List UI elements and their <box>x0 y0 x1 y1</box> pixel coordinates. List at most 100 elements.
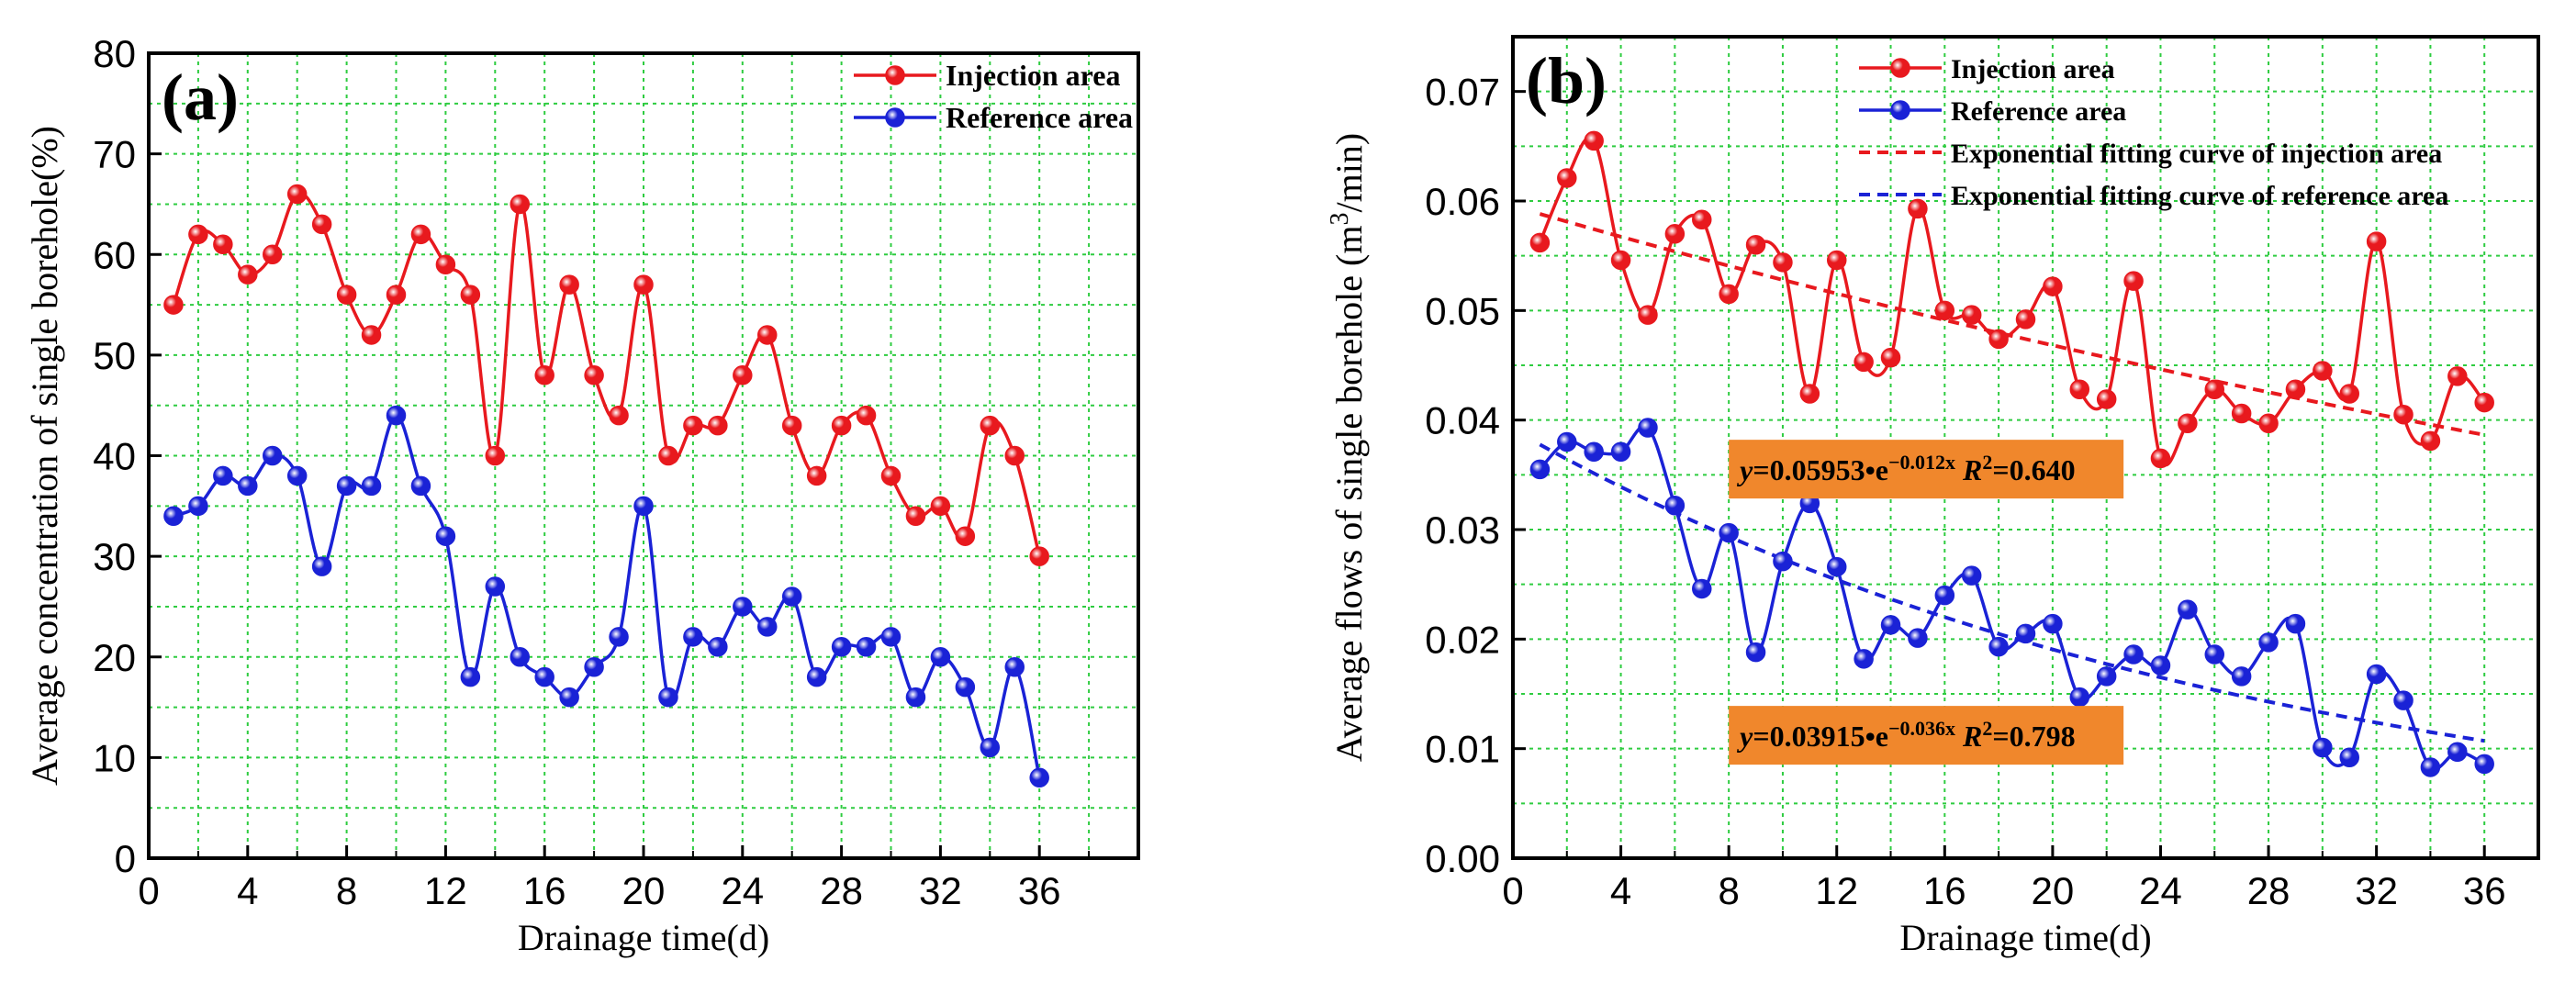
data-point <box>2204 644 2225 665</box>
data-point <box>708 415 728 436</box>
data-point <box>311 556 332 576</box>
data-point <box>1557 431 1577 452</box>
x-tick-label: 36 <box>1018 869 1061 912</box>
data-point <box>609 405 629 426</box>
equation-part: =0.03915•e <box>1753 720 1888 753</box>
plot-frame <box>147 51 1140 860</box>
concentration-chart: 0 4 8 12 16 20 24 28 32 36 0 10 20 30 40 50 60 70 80 (a) I… <box>24 32 1140 958</box>
x-tick-label: 12 <box>1815 869 1858 912</box>
data-point <box>781 415 802 436</box>
data-point <box>930 647 951 667</box>
fit-equations: y=0.05953•e−0.012x R2=0.640y=0.03915•e−0… <box>1729 440 2124 765</box>
data-point <box>1610 250 1631 271</box>
series-points <box>1529 130 2494 777</box>
data-point <box>905 506 926 527</box>
data-point <box>2285 379 2306 400</box>
y-tick-label: 70 <box>93 133 136 176</box>
y-tick-label: 0.00 <box>1425 837 1500 880</box>
x-tick-label: 36 <box>2463 869 2506 912</box>
chart-panel-a: 0 4 8 12 16 20 24 28 32 36 0 10 20 30 40 50 60 70 80 (a) I… <box>0 0 1288 989</box>
equation-part: −0.012x <box>1888 451 1955 474</box>
data-point <box>831 415 852 436</box>
x-tick-label: 0 <box>1502 869 1523 912</box>
y-tick-label: 0.06 <box>1425 180 1500 223</box>
data-point <box>905 687 926 708</box>
data-point <box>1664 495 1686 516</box>
data-point <box>1529 232 1551 253</box>
data-point <box>1584 130 1604 151</box>
data-point <box>238 475 258 497</box>
y-tick-label: 0.04 <box>1425 399 1500 442</box>
data-point <box>510 647 530 667</box>
data-point <box>2204 379 2225 400</box>
equation-part <box>1955 720 1963 753</box>
chart-panel-b: 0 4 8 12 16 20 24 28 32 36 0.00 0.01 0.02 0.03 0.04 0.0… <box>1288 0 2576 989</box>
data-point <box>213 234 233 255</box>
axis-ticks: 0 4 8 12 16 20 24 28 32 36 0 10 20 30 40 50 60 70 80 <box>93 32 1091 912</box>
data-point <box>2393 404 2414 425</box>
data-point <box>584 365 604 385</box>
x-tick-label: 0 <box>138 869 159 912</box>
data-point <box>1880 615 1901 635</box>
data-point <box>633 274 654 295</box>
equation-box <box>1729 440 2124 499</box>
x-axis-label: Drainage time(d) <box>1899 917 2151 958</box>
legend-label: Exponential fitting curve of injection a… <box>1951 139 2442 169</box>
data-point <box>757 325 778 345</box>
equation-box <box>1729 706 2124 765</box>
x-tick-label: 8 <box>1718 869 1739 912</box>
data-point <box>559 274 579 295</box>
data-point <box>2366 231 2387 251</box>
equation-part: =0.05953•e <box>1753 453 1888 486</box>
data-point <box>1773 551 1793 572</box>
data-point <box>1988 636 2009 657</box>
y-tick-label: 20 <box>93 636 136 679</box>
data-point <box>1745 234 1766 255</box>
data-point <box>2069 687 2090 708</box>
y-tick-label: 0.01 <box>1425 728 1500 771</box>
data-point <box>609 627 629 647</box>
x-tick-label: 32 <box>2355 869 2398 912</box>
legend-marker <box>1890 58 1910 78</box>
data-point <box>1961 565 1982 586</box>
data-point <box>188 224 208 245</box>
data-point <box>856 405 877 426</box>
data-point <box>1692 209 1712 230</box>
data-point <box>286 465 308 486</box>
data-point <box>1934 300 1955 321</box>
x-tick-label: 32 <box>919 869 962 912</box>
data-point <box>2474 392 2494 413</box>
data-point <box>1719 522 1739 543</box>
x-tick-label: 20 <box>2032 869 2075 912</box>
y-axis-label-suffix: /min) <box>1328 133 1370 213</box>
y-tick-label: 10 <box>93 736 136 779</box>
data-point <box>2474 754 2494 775</box>
data-point <box>2339 384 2359 404</box>
x-tick-label: 4 <box>1610 869 1631 912</box>
data-point <box>336 285 357 305</box>
data-point <box>2015 309 2036 329</box>
legend-label: Injection area <box>1951 54 2115 84</box>
y-tick-label: 60 <box>93 233 136 276</box>
data-point <box>1773 252 1793 273</box>
equation-part: y <box>1736 720 1753 753</box>
data-point <box>559 687 579 708</box>
equation-part: 2 <box>1982 451 1992 474</box>
data-point <box>2231 666 2252 687</box>
data-point <box>336 475 357 497</box>
data-point <box>1854 352 1874 373</box>
data-point <box>510 194 530 215</box>
data-point <box>386 405 407 426</box>
data-point <box>435 254 456 274</box>
data-point <box>733 365 753 385</box>
data-point <box>2178 413 2198 433</box>
data-point <box>1719 284 1739 305</box>
flow-chart: 0 4 8 12 16 20 24 28 32 360.000.010.020.030.040.0… <box>1326 35 2540 958</box>
axis-ticks: 0 4 8 12 16 20 24 28 32 36 0.00 0.01 0.02 0.03 0.04 0.0… <box>1425 71 2505 912</box>
data-point <box>2178 599 2198 620</box>
legend-marker <box>885 107 905 128</box>
data-point <box>1854 649 1874 669</box>
data-point <box>856 637 877 657</box>
data-point <box>1004 445 1025 466</box>
data-point <box>1029 767 1049 788</box>
